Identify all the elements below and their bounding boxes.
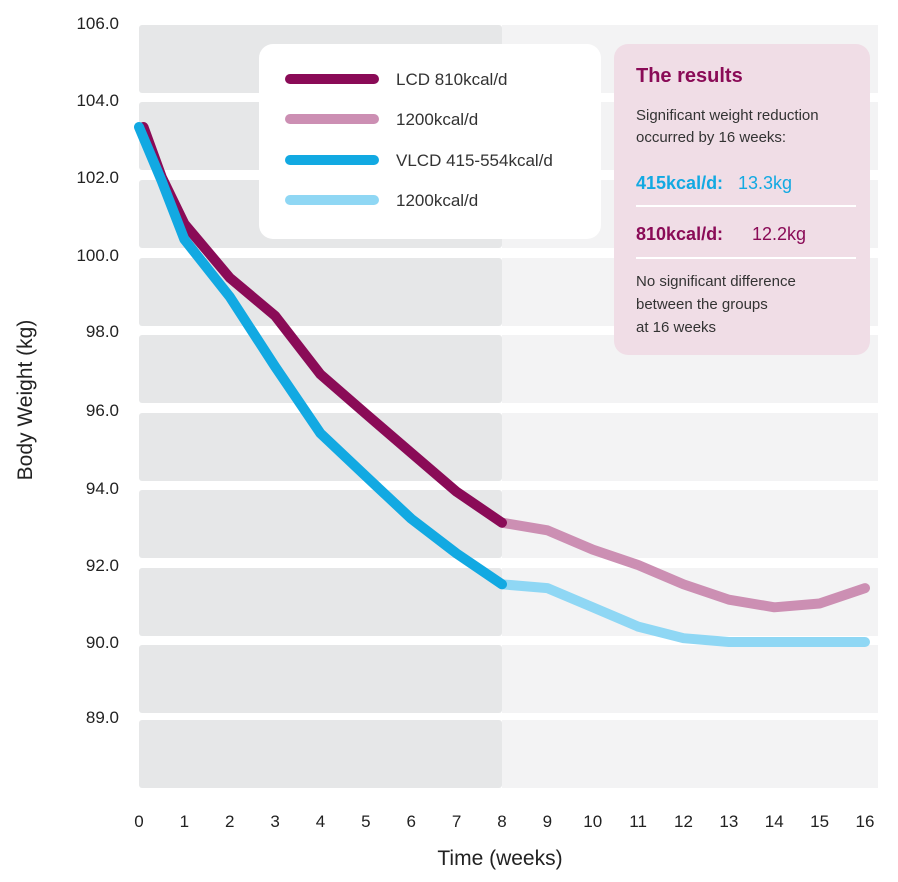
y-axis-ticks: 106.0 104.0 102.0 100.0 98.0 96.0 94.0 92.0 90.0… <box>76 14 119 727</box>
x-tick-label: 6 <box>407 812 416 831</box>
y-tick-label: 96.0 <box>86 401 119 420</box>
results-title: The results <box>636 65 743 87</box>
results-row2-label: 810kcal/d: <box>636 224 723 244</box>
results-note-line3: at 16 weeks <box>636 319 716 336</box>
x-axis-ticks: 0 1 2 3 4 5 6 7 8 9 10 11 12 13 14 15 16 <box>134 812 874 831</box>
band-light-6 <box>502 490 878 558</box>
band-dark-6 <box>139 490 502 558</box>
y-tick-label: 102.0 <box>76 168 119 187</box>
x-tick-label: 14 <box>765 812 784 831</box>
x-tick-label: 7 <box>452 812 461 831</box>
x-tick-label: 0 <box>134 812 143 831</box>
y-tick-label: 90.0 <box>86 633 119 652</box>
x-axis-title: Time (weeks) <box>437 847 562 870</box>
results-text-line1: Significant weight reduction <box>636 107 819 124</box>
results-note-line1: No significant difference <box>636 273 796 290</box>
results-row1-label: 415kcal/d: <box>636 173 723 193</box>
y-tick-label: 98.0 <box>86 322 119 341</box>
x-tick-label: 15 <box>810 812 829 831</box>
band-dark-7 <box>139 568 502 636</box>
results-row2-value: 12.2kg <box>752 224 806 244</box>
results-row1-value: 13.3kg <box>738 173 792 193</box>
band-light-9 <box>502 720 878 788</box>
legend-box <box>259 44 601 239</box>
results-panel-box <box>614 44 870 355</box>
x-tick-label: 9 <box>543 812 552 831</box>
results-note-line2: between the groups <box>636 296 768 313</box>
y-tick-label: 94.0 <box>86 479 119 498</box>
band-light-5 <box>502 413 878 481</box>
band-dark-9 <box>139 720 502 788</box>
x-tick-label: 10 <box>583 812 602 831</box>
band-dark-5 <box>139 413 502 481</box>
series-lines <box>134 122 870 647</box>
x-tick-label: 1 <box>180 812 189 831</box>
x-tick-label: 16 <box>856 812 875 831</box>
x-tick-label: 11 <box>629 812 647 831</box>
x-tick-label: 13 <box>719 812 738 831</box>
y-tick-label: 104.0 <box>76 91 119 110</box>
x-tick-label: 5 <box>361 812 370 831</box>
legend-label-2: VLCD 415-554kcal/d <box>396 151 553 170</box>
x-tick-label: 2 <box>225 812 234 831</box>
y-tick-label: 89.0 <box>86 708 119 727</box>
series-line-1 <box>497 517 870 613</box>
results-panel: The results Significant weight reduction… <box>614 44 870 355</box>
legend-label-0: LCD 810kcal/d <box>396 70 508 89</box>
legend-label-3: 1200kcal/d <box>396 191 478 210</box>
x-tick-label: 12 <box>674 812 693 831</box>
legend: LCD 810kcal/d 1200kcal/d VLCD 415-554kcal/… <box>259 44 601 239</box>
band-dark-3 <box>139 258 502 326</box>
series-line-2 <box>134 122 507 590</box>
series-line-3 <box>497 579 870 647</box>
y-tick-label: 92.0 <box>86 556 119 575</box>
y-tick-label: 106.0 <box>76 14 119 33</box>
y-axis-title: Body Weight (kg) <box>14 320 37 481</box>
y-tick-label: 100.0 <box>76 246 119 265</box>
results-text-line2: occurred by 16 weeks: <box>636 129 786 146</box>
x-tick-label: 8 <box>497 812 506 831</box>
band-light-8 <box>502 645 878 713</box>
legend-label-1: 1200kcal/d <box>396 110 478 129</box>
x-tick-label: 3 <box>270 812 279 831</box>
band-dark-8 <box>139 645 502 713</box>
x-tick-label: 4 <box>316 812 325 831</box>
